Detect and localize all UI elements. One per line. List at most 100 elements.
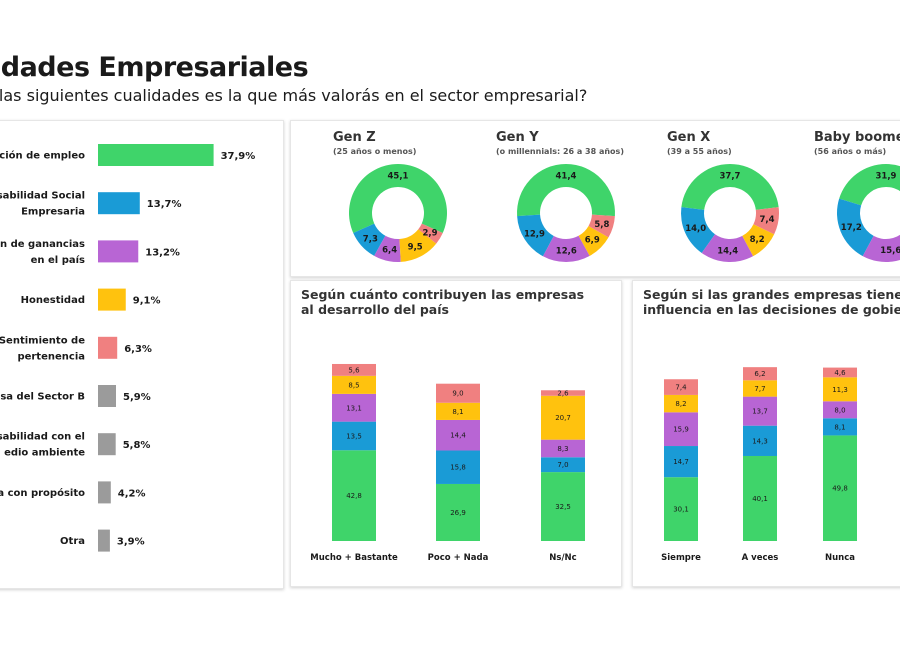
donut-value-label: 15,6 — [880, 246, 900, 256]
contribution-segment — [436, 419, 480, 451]
generation-title: Gen X — [667, 130, 710, 145]
contribution-chart: Según cuánto contribuyen las empresasal … — [301, 287, 585, 563]
donut-slice — [862, 234, 900, 262]
contribution-segment — [436, 402, 480, 420]
donut-value-label: 12,9 — [524, 229, 545, 239]
donut-value-label: 9,5 — [408, 242, 423, 252]
quality-bar — [98, 144, 214, 166]
contribution-segment-label: 15,8 — [450, 464, 466, 472]
generation-subtitle: (56 años o más) — [814, 147, 886, 156]
donut-slice — [542, 235, 590, 262]
donut-value-label: 17,2 — [841, 223, 862, 233]
contribution-segment — [332, 421, 376, 451]
donut-value-label: 12,6 — [556, 246, 577, 256]
donut-value-label: 31,9 — [876, 172, 897, 182]
quality-bar — [98, 433, 116, 456]
influence-segment — [743, 367, 777, 381]
contribution-segment-label: 8,3 — [557, 445, 568, 453]
contribution-segment-label: 8,5 — [348, 381, 359, 389]
donut-slice — [353, 223, 386, 256]
contribution-segment-label: 13,5 — [346, 432, 362, 440]
generation-title: Gen Y — [496, 130, 539, 145]
contribution-panel: Según cuánto contribuyen las empresas al … — [290, 280, 622, 587]
contribution-segment — [541, 439, 585, 458]
influence-segment-label: 6,2 — [754, 370, 765, 378]
donut-value-label: 8,2 — [750, 235, 765, 245]
influence-segment-label: 8,0 — [834, 406, 845, 414]
quality-value-label: 5,8% — [123, 440, 151, 451]
donut-slice — [753, 207, 779, 235]
influence-category-label: Siempre — [661, 553, 701, 563]
donut-slice — [839, 164, 900, 206]
donut-value-label: 14,0 — [685, 224, 706, 234]
donut-value-label: 37,7 — [720, 172, 741, 182]
contribution-segment — [332, 363, 376, 376]
donut-slice — [681, 164, 779, 210]
quality-bar — [98, 481, 111, 504]
influence-segment-label: 15,9 — [673, 426, 689, 434]
influence-segment-label: 4,6 — [834, 369, 846, 377]
influence-segment-label: 13,7 — [752, 408, 768, 416]
influence-chart-title: Según si las grandes empresas tienen — [643, 287, 900, 302]
donut-value-label: 45,1 — [388, 172, 409, 182]
influence-category-label: Nunca — [825, 553, 855, 563]
quality-label: presa del Sector B — [0, 392, 85, 403]
quality-label: Otra — [60, 536, 85, 547]
contribution-category-label: Poco + Nada — [428, 553, 489, 563]
contribution-segment — [436, 383, 480, 403]
quality-bar — [98, 336, 118, 359]
contribution-segment-label: 26,9 — [450, 509, 466, 517]
donut-slice — [349, 164, 447, 233]
influence-segment-label: 14,3 — [752, 437, 768, 445]
donut-slice — [517, 163, 615, 217]
influence-segment — [664, 477, 698, 541]
donut-slice — [578, 225, 609, 256]
contribution-segment-label: 20,7 — [555, 414, 571, 422]
contribution-segment-label: 13,1 — [346, 404, 362, 412]
contribution-segment — [541, 457, 585, 473]
donut-slice — [742, 224, 775, 257]
generations-panel: Gen Z (25 años o menos) 45,1 7,3 6,4 9,5 2,9 Ge… — [290, 120, 900, 277]
influence-segment-label: 7,7 — [754, 385, 765, 393]
contribution-category-label: Mucho + Bastante — [310, 553, 398, 563]
influence-segment-label: 40,1 — [752, 495, 768, 503]
quality-bar — [98, 385, 116, 407]
quality-value-label: 3,9% — [117, 537, 145, 548]
donut-value-label: 7,3 — [363, 234, 378, 244]
contribution-segment — [541, 390, 585, 396]
influence-segment — [664, 446, 698, 478]
influence-category-label: A veces — [742, 553, 779, 563]
quality-value-label: 6,3% — [124, 344, 152, 355]
donut-value-label: 14,4 — [717, 246, 738, 256]
quality-bar — [98, 529, 110, 552]
quality-label: Sentimiento de pertenencia — [0, 335, 85, 362]
quality-value-label: 5,9% — [123, 392, 151, 403]
influence-panel: Según si las grandes empresas tienen infl… — [632, 280, 900, 587]
influence-segment-label: 7,4 — [675, 384, 687, 392]
influence-segment-label: 49,8 — [832, 485, 848, 493]
qualities-panel: eración de empleo 37,9% onsabilidad Social… — [0, 120, 284, 589]
donut-slice — [681, 207, 715, 254]
donut-slice — [588, 214, 615, 238]
influence-segment-label: 30,1 — [673, 506, 689, 514]
contribution-segment — [436, 483, 480, 541]
contribution-segment-label: 2,6 — [557, 390, 569, 398]
donut-slice — [374, 235, 401, 262]
quality-value-label: 9,1% — [133, 296, 161, 307]
quality-label: Honestidad — [21, 295, 85, 306]
quality-bar — [98, 288, 126, 311]
contribution-segment-label: 5,6 — [348, 366, 360, 374]
generation-subtitle: (39 a 55 años) — [667, 147, 732, 156]
donut-slice — [701, 234, 754, 262]
influence-segment-label: 14,7 — [673, 458, 689, 466]
contribution-segment — [541, 472, 585, 541]
influence-segment — [743, 455, 777, 541]
contribution-segment — [541, 395, 585, 440]
influence-segment — [823, 377, 857, 402]
page-title: idades Empresariales — [0, 52, 309, 83]
influence-segment — [743, 380, 777, 397]
contribution-chart-title: Según cuánto contribuyen las empresas — [301, 287, 584, 302]
influence-segment-label: 8,1 — [834, 423, 845, 431]
quality-value-label: 13,7% — [147, 199, 182, 210]
